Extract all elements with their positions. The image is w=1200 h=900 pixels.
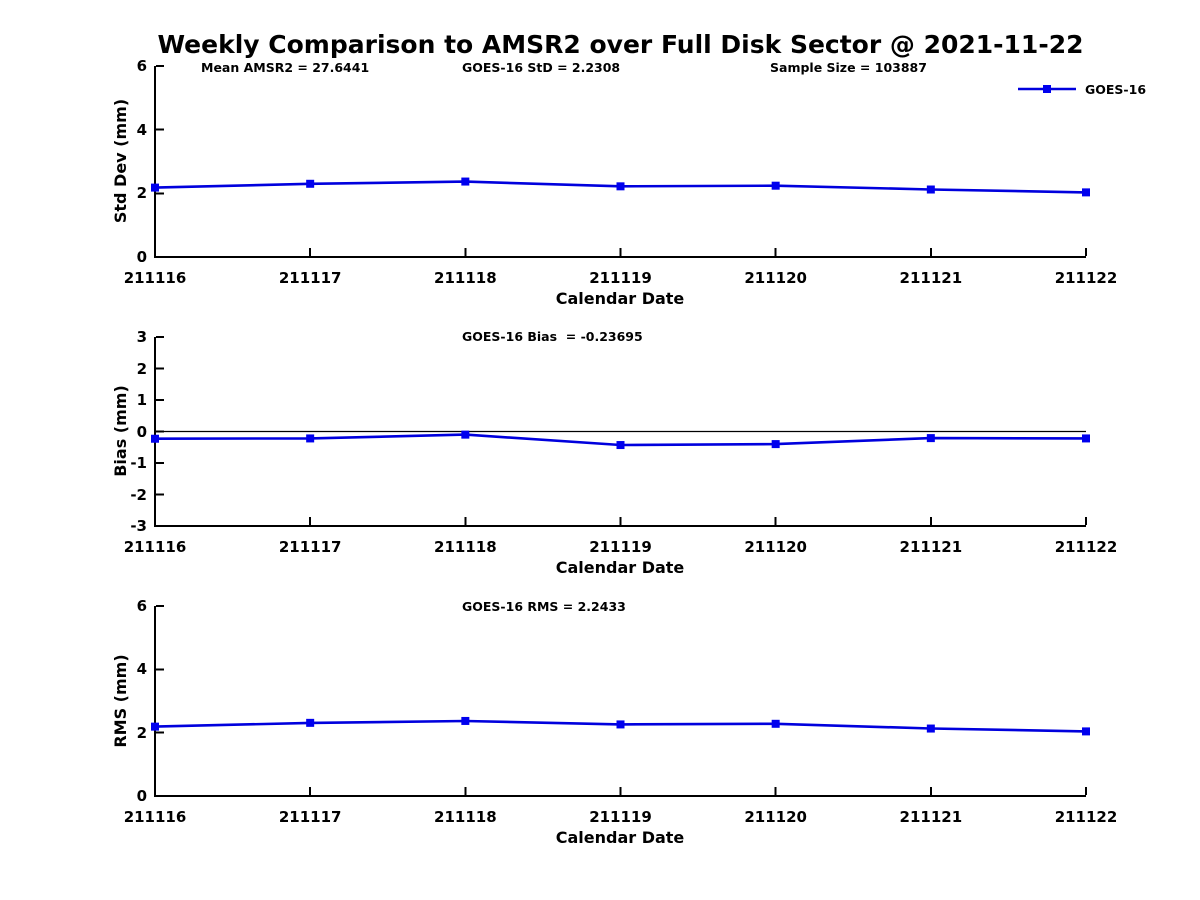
data-point	[306, 434, 315, 443]
y-tick-label: 2	[136, 184, 147, 203]
x-tick-label: 211119	[589, 808, 652, 826]
x-tick-label: 211116	[123, 808, 187, 826]
y-tick-label: -1	[130, 454, 147, 472]
x-tick-label: 211117	[278, 538, 342, 556]
annotation-goes16-std: GOES-16 StD = 2.2308	[462, 60, 621, 75]
x-tick-label: 211119	[589, 269, 652, 287]
x-tick-label: 211120	[744, 269, 807, 287]
y-axis-label-rms: RMS (mm)	[111, 654, 130, 748]
x-tick-label: 211117	[278, 269, 342, 287]
x-tick-label: 211121	[899, 269, 963, 287]
x-tick-label: 211118	[434, 808, 497, 826]
x-tick-label: 211122	[1054, 269, 1118, 287]
y-tick-label: 0	[136, 422, 147, 441]
x-axis-label: Calendar Date	[555, 289, 685, 308]
x-tick-label: 211117	[278, 808, 342, 826]
data-point	[771, 181, 780, 190]
x-tick-label: 211119	[589, 538, 652, 556]
x-tick-label: 211122	[1054, 538, 1118, 556]
data-point	[151, 722, 159, 731]
legend-line-sample	[1018, 85, 1076, 93]
x-tick-label: 211116	[123, 538, 187, 556]
x-tick-label: 211121	[899, 538, 963, 556]
data-point	[1082, 727, 1090, 736]
data-point	[461, 716, 470, 725]
y-tick-label: 2	[136, 359, 147, 378]
annotation-mean-amsr2: Mean AMSR2 = 27.6441	[201, 60, 370, 75]
x-tick-label: 211120	[744, 808, 807, 826]
y-tick-label: -2	[130, 485, 147, 504]
data-point	[771, 440, 780, 449]
legend: GOES-16	[1016, 81, 1146, 97]
legend-label: GOES-16	[1085, 81, 1147, 97]
y-tick-label: -3	[130, 517, 147, 535]
data-point	[151, 183, 159, 192]
data-point	[151, 434, 159, 443]
data-point	[306, 718, 315, 727]
y-tick-label: 0	[136, 248, 147, 266]
data-point	[461, 177, 470, 186]
y-tick-label: 2	[136, 723, 147, 742]
y-tick-label: 4	[136, 660, 147, 679]
annotation-sample-size: Sample Size = 103887	[770, 60, 927, 75]
data-point	[616, 720, 625, 729]
y-tick-label: 4	[136, 120, 147, 139]
y-tick-label: 0	[136, 787, 147, 805]
annotation-goes16-bias: GOES-16 Bias = -0.23695	[462, 329, 643, 344]
x-tick-label: 211118	[434, 269, 497, 287]
y-tick-label: 6	[136, 57, 147, 75]
x-tick-label: 211122	[1054, 808, 1118, 826]
y-tick-label: 3	[136, 328, 147, 346]
data-point	[306, 179, 315, 188]
data-point	[461, 430, 470, 439]
x-axis-label: Calendar Date	[555, 828, 685, 847]
y-tick-label: 6	[136, 597, 147, 615]
x-tick-label: 211116	[123, 269, 187, 287]
data-point	[616, 441, 625, 450]
y-axis-label-stddev: Std Dev (mm)	[111, 98, 130, 224]
figure-title: Weekly Comparison to AMSR2 over Full Dis…	[157, 30, 1084, 59]
data-point	[616, 182, 625, 191]
legend-marker-icon	[1043, 85, 1051, 93]
data-point	[926, 724, 935, 733]
data-point	[771, 719, 780, 728]
y-tick-label: 1	[136, 391, 147, 409]
x-axis-label: Calendar Date	[555, 558, 685, 577]
x-tick-label: 211120	[744, 538, 807, 556]
x-tick-label: 211121	[899, 808, 963, 826]
data-point	[926, 434, 935, 443]
x-tick-label: 211118	[434, 538, 497, 556]
annotation-goes16-rms: GOES-16 RMS = 2.2433	[462, 599, 626, 614]
data-point	[1082, 188, 1090, 197]
data-point	[1082, 434, 1090, 443]
data-point	[926, 185, 935, 194]
